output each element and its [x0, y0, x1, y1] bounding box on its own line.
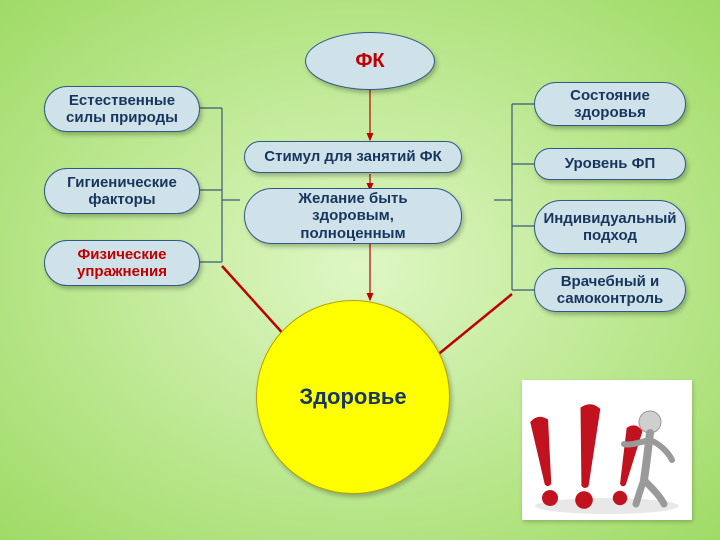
node-right1: Состояние здоровья [534, 82, 686, 126]
node-right2: Уровень ФП [534, 148, 686, 180]
node-left2: Гигиенические факторы [44, 168, 200, 214]
node-label: Состояние здоровья [570, 87, 650, 122]
node-label: Естественные силы природы [66, 92, 178, 127]
node-left3: Физические упражнения [44, 240, 200, 286]
node-label: Гигиенические факторы [67, 174, 177, 209]
node-label: Врачебный и самоконтроль [557, 273, 664, 308]
node-label: Стимул для занятий ФК [264, 148, 441, 165]
node-label: Желание быть здоровым, полноценным [298, 190, 407, 242]
node-stimulus: Стимул для занятий ФК [244, 141, 462, 173]
diagram-canvas: ФК Стимул для занятий ФК Желание быть здор… [0, 0, 720, 540]
node-health: Здоровье [256, 300, 450, 494]
node-label: ФК [355, 50, 384, 73]
node-right4: Врачебный и самоконтроль [534, 268, 686, 312]
node-right3: Индивидуальный подход [534, 200, 686, 254]
node-label: Уровень ФП [565, 155, 655, 172]
node-desire: Желание быть здоровым, полноценным [244, 188, 462, 244]
node-fk: ФК [305, 32, 435, 90]
node-left1: Естественные силы природы [44, 86, 200, 132]
node-label: Физические упражнения [77, 246, 167, 281]
illustration-exclamation-figure [522, 380, 692, 520]
node-label: Индивидуальный подход [543, 210, 676, 245]
node-label: Здоровье [299, 384, 406, 409]
